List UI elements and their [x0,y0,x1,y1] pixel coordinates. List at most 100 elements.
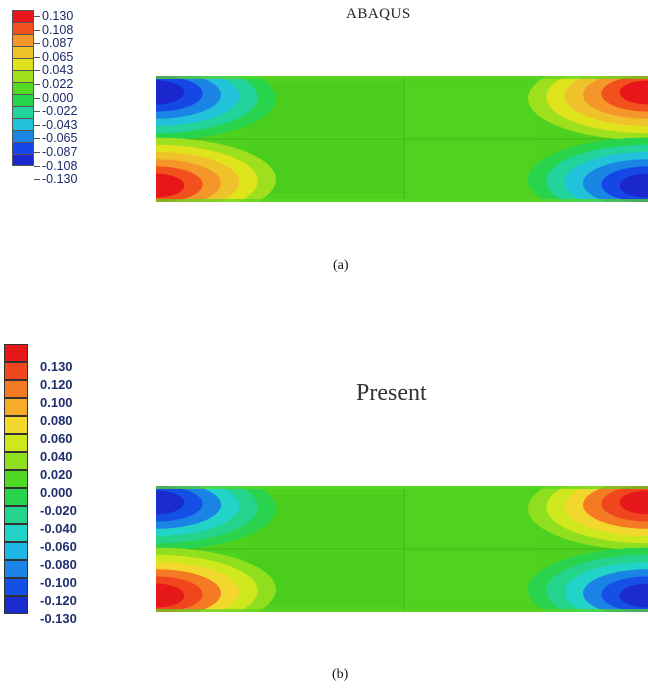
field-region [406,552,536,604]
legend-swatch [4,380,28,398]
legend-swatch [12,82,34,94]
legend-tick-label: 0.130 [40,359,73,374]
legend-tick-label: -0.022 [42,104,78,119]
stress-lobe [528,486,648,551]
legend-tick-label: -0.130 [42,172,78,187]
legend-tick-label: 0.100 [40,395,73,410]
stress-lobe [156,547,276,612]
legend-tick-mark [34,56,40,58]
legend-swatch [4,470,28,488]
legend-swatch [4,560,28,578]
legend-tick-mark [34,97,40,99]
legend-swatch [4,542,28,560]
legend-tick-label: 0.000 [42,90,74,105]
legend-tick-mark [34,111,40,113]
legend-swatch [4,596,28,614]
legend-tick-label: -0.065 [42,131,78,146]
legend-tick-label: -0.087 [42,145,78,159]
legend-swatch [12,118,34,130]
legend-swatch [4,488,28,506]
legend-swatch [4,434,28,452]
plot-title: ABAQUS [346,6,411,22]
legend-tick-label: 0.040 [40,449,73,464]
legend-tick-label: -0.043 [42,117,78,132]
stress-lobe [528,76,648,141]
legend-tick-mark [34,29,40,31]
legend-tick-label: 0.060 [40,431,73,446]
legend-tick-label: -0.040 [40,521,77,536]
edge-strip [156,199,648,202]
legend-swatch [12,70,34,82]
panel-b: 0.130 0.120 0.100 0.080 0.060 0.040 0.020 0.000… [0,330,648,689]
legend-swatch [12,142,34,154]
edge-strip [156,486,648,489]
field-region [406,494,536,546]
legend-swatch [12,106,34,118]
legend-tick-label: -0.080 [40,557,77,572]
legend-tick-label: 0.080 [40,413,73,428]
legend-tick-label: -0.108 [42,158,78,173]
legend-tick-mark [34,152,40,153]
legend-tick-label: 0.120 [40,377,73,392]
legend-swatch [12,34,34,46]
legend-swatch [12,46,34,58]
legend-swatch [4,578,28,596]
legend-tick-label: -0.130 [40,611,77,626]
legend-tick-mark [34,165,40,167]
legend-swatch [4,362,28,380]
figure-caption: (a) [333,258,349,273]
legend-tick-mark [34,84,40,85]
stress-lobe [156,76,276,141]
legend-swatch [12,154,34,166]
contour-band [156,173,185,198]
contour-band [156,583,185,608]
legend-swatch [4,452,28,470]
legend-swatch [12,10,34,22]
contour-band [619,80,648,105]
plot-title: Present [356,380,427,406]
stress-lobe [156,137,276,202]
stress-contour-plot [156,486,648,612]
contour-band [619,583,648,608]
field-region [406,84,536,136]
legend-swatch [4,344,28,362]
contour-band [619,490,648,515]
legend-tick-label: -0.100 [40,575,77,590]
legend-swatch [12,94,34,106]
legend-swatch [12,130,34,142]
legend-swatch [4,524,28,542]
legend-tick-mark [34,124,40,126]
legend-tick-label: -0.060 [40,539,77,554]
legend-tick-label: 0.130 [42,9,74,23]
stress-lobe [528,137,648,202]
stress-contour-plot [156,76,648,202]
legend-tick-label: -0.020 [40,503,77,518]
edge-strip [156,76,648,79]
legend-tick-label: 0.087 [42,36,74,51]
legend-tick-label: 0.022 [42,77,74,91]
legend-tick-label: 0.065 [42,49,74,64]
legend-tick-label: 0.043 [42,63,74,78]
legend-tick-label: 0.108 [42,22,74,37]
edge-strip [156,609,648,612]
figure-caption: (b) [332,667,349,682]
legend-tick-label: -0.120 [40,593,77,608]
legend-tick-mark [34,179,40,181]
legend-swatch [12,22,34,34]
legend-tick-label: 0.000 [40,485,73,500]
contour-band [619,173,648,198]
legend-tick-mark [34,138,40,140]
contour-band [156,80,185,105]
stress-lobe [156,486,276,551]
legend-tick-mark [34,16,40,17]
legend-swatch [4,506,28,524]
panel-a: 0.130 0.108 0.087 0.065 0.043 0.022 0.000 -0.02… [0,0,648,300]
contour-band [156,490,185,515]
legend-swatch [12,58,34,70]
legend-tick-label: 0.020 [40,467,73,482]
legend-tick-mark [34,70,40,72]
stress-lobe [528,547,648,612]
legend-swatch [4,398,28,416]
legend-swatch [4,416,28,434]
field-region [406,142,536,194]
